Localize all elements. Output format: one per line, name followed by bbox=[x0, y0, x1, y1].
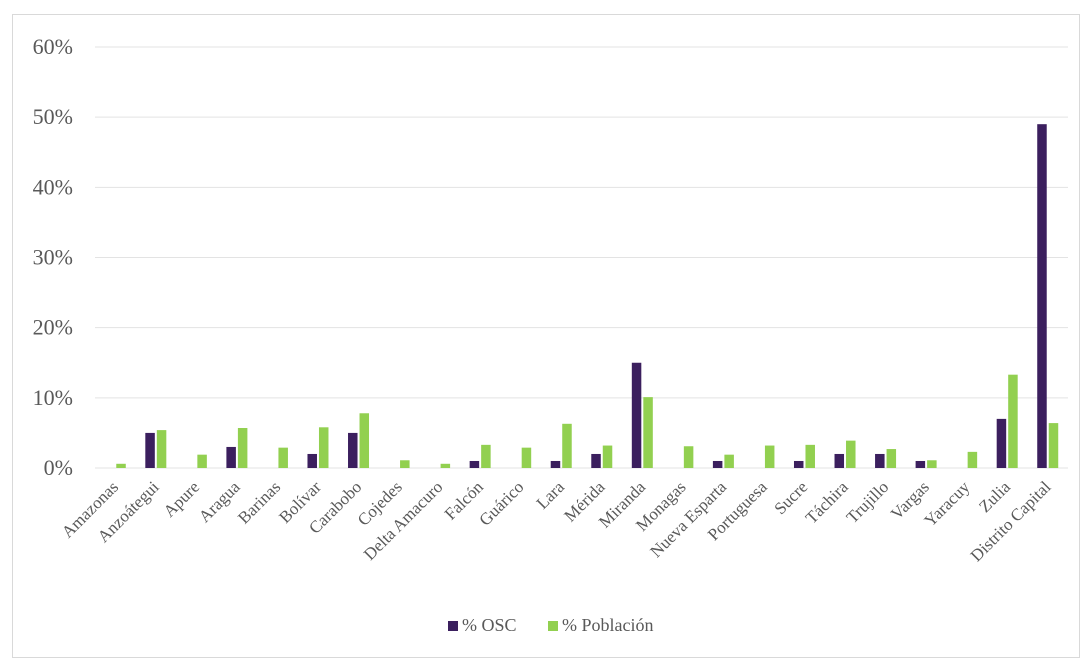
y-tick-label: 10% bbox=[33, 385, 73, 410]
bar-poblacion bbox=[683, 446, 694, 468]
y-tick-label: 0% bbox=[44, 455, 73, 480]
bar-osc bbox=[834, 453, 845, 468]
bar-osc bbox=[226, 446, 236, 468]
bar-poblacion bbox=[359, 413, 370, 468]
bar-poblacion bbox=[643, 397, 653, 468]
bar-osc bbox=[145, 432, 155, 468]
bar-poblacion bbox=[967, 451, 978, 468]
bar-osc bbox=[348, 432, 358, 468]
bar-poblacion bbox=[400, 460, 410, 468]
bar-poblacion bbox=[724, 454, 734, 468]
bar-poblacion bbox=[927, 460, 937, 468]
bar-poblacion bbox=[602, 445, 613, 468]
x-tick-label: Barinas bbox=[234, 477, 284, 527]
bar-osc bbox=[996, 418, 1007, 468]
bar-poblacion bbox=[440, 463, 451, 468]
bar-osc bbox=[875, 453, 885, 468]
bar-osc bbox=[591, 453, 601, 468]
y-tick-label: 60% bbox=[33, 34, 73, 59]
bar-poblacion bbox=[1048, 423, 1059, 468]
legend-label-poblacion: % Población bbox=[562, 615, 654, 635]
bar-poblacion bbox=[562, 423, 572, 468]
bar-osc bbox=[550, 460, 561, 468]
bar-poblacion bbox=[764, 445, 775, 468]
y-tick-label: 20% bbox=[33, 315, 73, 340]
x-tick-label: Trujillo bbox=[843, 477, 893, 527]
x-tick-label: Aragua bbox=[195, 477, 244, 526]
x-tick-label: Guárico bbox=[475, 477, 527, 529]
bar-poblacion bbox=[318, 427, 329, 468]
chart-frame bbox=[12, 14, 1080, 658]
bar-osc bbox=[631, 362, 642, 468]
bar-poblacion bbox=[846, 440, 856, 468]
bar-poblacion bbox=[197, 454, 207, 468]
legend-swatch-poblacion bbox=[548, 621, 558, 631]
y-tick-label: 30% bbox=[33, 245, 73, 270]
bar-poblacion bbox=[521, 447, 532, 468]
x-tick-label: Lara bbox=[533, 477, 569, 513]
bar-poblacion bbox=[156, 430, 167, 468]
bar-poblacion bbox=[1008, 374, 1018, 468]
bar-osc bbox=[793, 460, 804, 468]
legend-swatch-osc bbox=[448, 621, 458, 631]
bar-osc bbox=[712, 460, 723, 468]
bar-poblacion bbox=[237, 428, 248, 468]
bar-osc bbox=[307, 453, 317, 468]
legend-label-osc: % OSC bbox=[462, 615, 517, 635]
y-tick-label: 40% bbox=[33, 174, 73, 199]
bar-poblacion bbox=[886, 449, 897, 468]
bar-poblacion bbox=[481, 444, 491, 468]
bar-poblacion bbox=[805, 444, 815, 468]
x-tick-label: Táchira bbox=[802, 477, 852, 527]
bar-osc bbox=[915, 460, 926, 468]
bar-poblacion bbox=[116, 463, 126, 468]
bar-osc bbox=[1037, 124, 1047, 468]
x-tick-label: Yaracuy bbox=[921, 477, 974, 530]
bar-poblacion bbox=[278, 447, 288, 468]
y-tick-label: 50% bbox=[33, 104, 73, 129]
bar-osc bbox=[469, 460, 480, 468]
